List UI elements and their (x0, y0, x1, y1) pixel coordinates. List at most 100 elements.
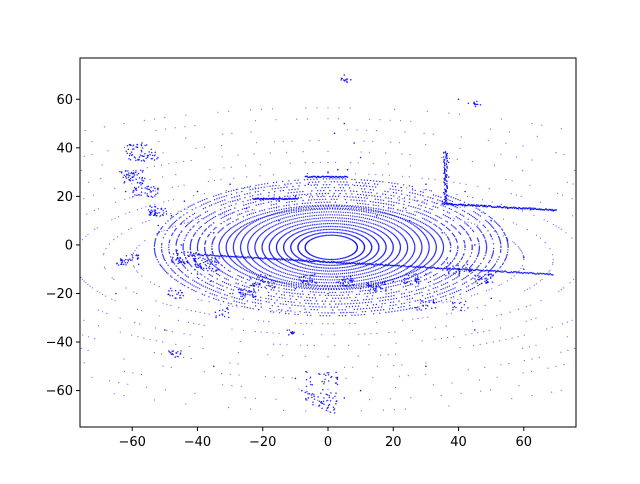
data-point (324, 181, 326, 183)
data-point (439, 200, 441, 202)
data-point (173, 230, 176, 232)
data-point (227, 214, 230, 216)
data-point (560, 228, 562, 230)
data-point (288, 210, 290, 213)
data-point (285, 288, 288, 290)
data-point (324, 267, 326, 269)
data-point (390, 279, 392, 281)
data-point (263, 277, 265, 279)
data-point (530, 319, 532, 321)
data-point (319, 204, 322, 206)
data-point (333, 273, 335, 275)
data-point (378, 234, 380, 237)
data-point (341, 184, 343, 186)
data-point (293, 229, 296, 231)
data-point (245, 267, 248, 269)
data-point (208, 226, 210, 228)
data-point (168, 251, 170, 253)
data-point (387, 354, 389, 356)
data-point (372, 204, 375, 206)
data-point (322, 198, 324, 201)
data-point (213, 228, 215, 231)
data-point (405, 207, 407, 210)
data-point (168, 227, 170, 229)
data-point (296, 265, 299, 267)
data-point (290, 283, 293, 285)
data-point (362, 227, 365, 229)
data-point (372, 285, 375, 288)
data-point (476, 213, 478, 215)
data-point (454, 236, 456, 238)
data-point (303, 222, 306, 224)
data-point (114, 300, 116, 302)
data-point (271, 226, 273, 228)
data-point (310, 268, 312, 271)
data-point (291, 267, 294, 269)
data-point (491, 226, 494, 228)
data-point (335, 234, 337, 237)
data-point (174, 272, 177, 274)
data-point (280, 284, 283, 286)
data-point (338, 267, 340, 269)
data-point (448, 289, 450, 292)
data-point (424, 234, 426, 237)
data-point (371, 226, 373, 228)
data-point (565, 232, 567, 234)
data-point (479, 272, 481, 274)
data-point (319, 161, 321, 163)
data-point (443, 232, 446, 234)
data-point (338, 194, 340, 196)
data-point (322, 184, 325, 186)
data-point (308, 285, 310, 287)
data-point (362, 290, 364, 292)
data-point (322, 229, 325, 231)
data-point (387, 210, 389, 212)
data-point (274, 268, 276, 271)
data-point (405, 288, 407, 291)
data-point (334, 286, 336, 288)
data-point (305, 222, 308, 224)
data-point (397, 220, 400, 223)
data-point (237, 199, 239, 202)
data-point (269, 214, 272, 216)
data-point (333, 264, 336, 266)
data-point (346, 260, 348, 262)
data-point (335, 264, 337, 266)
data-point (183, 254, 186, 257)
data-point (182, 243, 185, 245)
data-point (215, 272, 218, 275)
data-point (379, 180, 381, 183)
data-point (255, 274, 258, 276)
data-point (375, 173, 377, 176)
data-point (317, 226, 319, 228)
data-point (287, 192, 289, 194)
data-point (196, 216, 198, 218)
data-point (237, 259, 239, 261)
data-point (220, 270, 222, 272)
data-point (486, 220, 488, 223)
data-point (419, 208, 421, 210)
data-point (449, 241, 451, 243)
data-point (356, 233, 359, 235)
data-point (190, 228, 192, 230)
data-point (265, 297, 267, 300)
data-point (225, 195, 228, 197)
data-point (483, 257, 485, 259)
data-point (342, 260, 344, 263)
data-point (482, 224, 484, 226)
data-point (343, 269, 346, 272)
data-point (360, 213, 363, 215)
data-point (216, 282, 218, 285)
data-point (450, 246, 452, 249)
data-point (374, 223, 377, 226)
data-point (325, 204, 327, 206)
data-point (361, 266, 363, 268)
data-point (456, 207, 458, 209)
data-point (269, 222, 271, 225)
data-point (184, 226, 187, 228)
data-point (401, 217, 403, 220)
data-point (311, 212, 313, 214)
data-point (369, 271, 371, 273)
data-point (291, 222, 294, 224)
